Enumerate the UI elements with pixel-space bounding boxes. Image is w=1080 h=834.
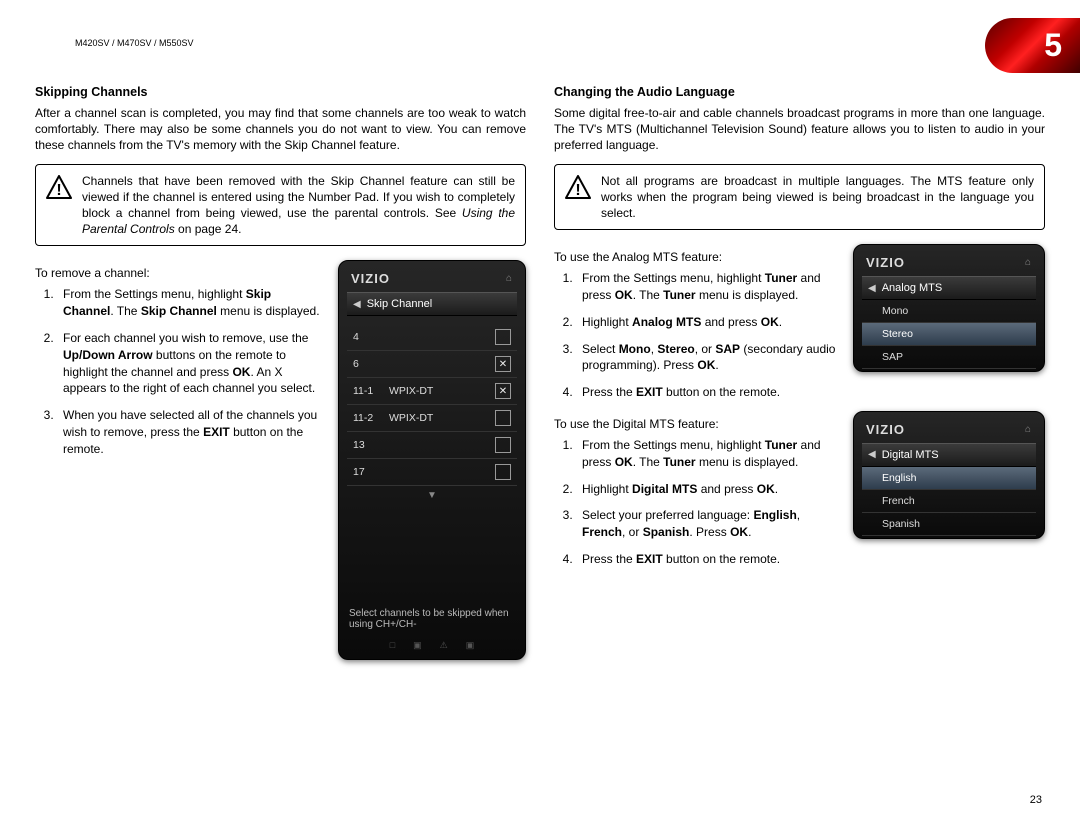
option-row: Mono	[862, 300, 1036, 323]
intro-paragraph-right: Some digital free-to-air and cable chann…	[554, 105, 1045, 154]
list-item: Highlight Analog MTS and press OK.	[576, 314, 837, 331]
option-row: English	[862, 467, 1036, 490]
tv-menu-title: ◀ Digital MTS	[862, 443, 1036, 467]
left-text: To remove a channel: From the Settings m…	[35, 260, 322, 660]
checkbox-icon	[495, 410, 511, 426]
list-item: When you have selected all of the channe…	[57, 407, 322, 457]
scroll-down-icon: ▼	[347, 486, 517, 511]
list-item: Press the EXIT button on the remote.	[576, 551, 837, 568]
checkbox-icon: ✕	[495, 383, 511, 399]
channel-name: WPIX-DT	[389, 412, 495, 424]
model-line: M420SV / M470SV / M550SV	[75, 38, 194, 48]
warning-box-left: ! Channels that have been removed with t…	[35, 164, 526, 247]
digital-lead: To use the Digital MTS feature:	[554, 417, 837, 431]
back-icon: ◀	[868, 283, 876, 294]
channel-number: 17	[353, 466, 389, 478]
option-row: Stereo	[862, 323, 1036, 346]
checkbox-icon	[495, 437, 511, 453]
left-body: To remove a channel: From the Settings m…	[35, 260, 526, 660]
channel-number: 11-2	[353, 412, 389, 424]
tv-panel-analog: VIZIO ⌂ ◀ Analog MTS MonoStereoSAP	[853, 244, 1045, 411]
list-item: Press the EXIT button on the remote.	[576, 384, 837, 401]
option-row: Spanish	[862, 513, 1036, 536]
option-row: SAP	[862, 346, 1036, 369]
tv-mock-digital: VIZIO ⌂ ◀ Digital MTS EnglishFrenchSpani…	[853, 411, 1045, 539]
tv-menu-title: ◀ Skip Channel	[347, 292, 517, 316]
warning-text-right: Not all programs are broadcast in multip…	[601, 173, 1034, 222]
remove-steps: From the Settings menu, highlight Skip C…	[35, 286, 322, 457]
channel-row: 4	[347, 324, 517, 351]
channel-row: 11-2WPIX-DT	[347, 405, 517, 432]
home-icon: ⌂	[1025, 257, 1032, 268]
right-body-analog: To use the Analog MTS feature: From the …	[554, 244, 1045, 411]
list-item: From the Settings menu, highlight Tuner …	[576, 437, 837, 471]
page-content: Skipping Channels After a channel scan i…	[35, 85, 1045, 660]
warning-box-right: ! Not all programs are broadcast in mult…	[554, 164, 1045, 231]
tv-brand: VIZIO ⌂	[862, 420, 1036, 443]
analog-lead: To use the Analog MTS feature:	[554, 250, 837, 264]
checkbox-icon: ✕	[495, 356, 511, 372]
list-item: From the Settings menu, highlight Skip C…	[57, 286, 322, 320]
channel-row: 17	[347, 459, 517, 486]
home-icon: ⌂	[506, 273, 513, 284]
tv-brand: VIZIO ⌂	[347, 269, 517, 292]
analog-text: To use the Analog MTS feature: From the …	[554, 244, 837, 411]
tv-hint: Select channels to be skipped when using…	[347, 604, 517, 634]
back-icon: ◀	[353, 299, 361, 310]
svg-text:!: !	[56, 182, 61, 199]
list-item: For each channel you wish to remove, use…	[57, 330, 322, 397]
warning-icon: !	[46, 175, 72, 238]
home-icon: ⌂	[1025, 424, 1032, 435]
channel-row: 11-1WPIX-DT✕	[347, 378, 517, 405]
chapter-number: 5	[1044, 27, 1062, 64]
section-title-audio: Changing the Audio Language	[554, 85, 1045, 99]
digital-steps: From the Settings menu, highlight Tuner …	[554, 437, 837, 568]
page-number: 23	[1030, 794, 1042, 806]
back-icon: ◀	[868, 449, 876, 460]
tv-mock-analog: VIZIO ⌂ ◀ Analog MTS MonoStereoSAP	[853, 244, 1045, 372]
channel-number: 4	[353, 331, 389, 343]
remove-lead: To remove a channel:	[35, 266, 322, 280]
analog-steps: From the Settings menu, highlight Tuner …	[554, 270, 837, 401]
right-column: Changing the Audio Language Some digital…	[554, 85, 1045, 660]
list-item: Highlight Digital MTS and press OK.	[576, 481, 837, 498]
checkbox-icon	[495, 464, 511, 480]
digital-text: To use the Digital MTS feature: From the…	[554, 411, 837, 578]
warning-text-left: Channels that have been removed with the…	[82, 173, 515, 238]
left-column: Skipping Channels After a channel scan i…	[35, 85, 526, 660]
channel-number: 13	[353, 439, 389, 451]
section-title-skipping: Skipping Channels	[35, 85, 526, 99]
chapter-tab: 5	[985, 18, 1080, 73]
svg-text:!: !	[575, 182, 580, 199]
right-body-digital: To use the Digital MTS feature: From the…	[554, 411, 1045, 578]
warning-icon: !	[565, 175, 591, 222]
channel-row: 13	[347, 432, 517, 459]
list-item: Select your preferred language: English,…	[576, 507, 837, 541]
channel-number: 6	[353, 358, 389, 370]
list-item: Select Mono, Stereo, or SAP (secondary a…	[576, 341, 837, 375]
option-row: French	[862, 490, 1036, 513]
checkbox-icon	[495, 329, 511, 345]
channel-number: 11-1	[353, 385, 389, 397]
intro-paragraph-left: After a channel scan is completed, you m…	[35, 105, 526, 154]
list-item: From the Settings menu, highlight Tuner …	[576, 270, 837, 304]
channel-name: WPIX-DT	[389, 385, 495, 397]
tv-panel-digital: VIZIO ⌂ ◀ Digital MTS EnglishFrenchSpani…	[853, 411, 1045, 578]
channel-row: 6✕	[347, 351, 517, 378]
tv-brand: VIZIO ⌂	[862, 253, 1036, 276]
tv-mock-skip-channel: VIZIO ⌂ ◀ Skip Channel 46✕11-1WPIX-DT✕11…	[338, 260, 526, 660]
tv-menu-title: ◀ Analog MTS	[862, 276, 1036, 300]
tv-icon-bar: □▣⚠▣	[347, 634, 517, 651]
